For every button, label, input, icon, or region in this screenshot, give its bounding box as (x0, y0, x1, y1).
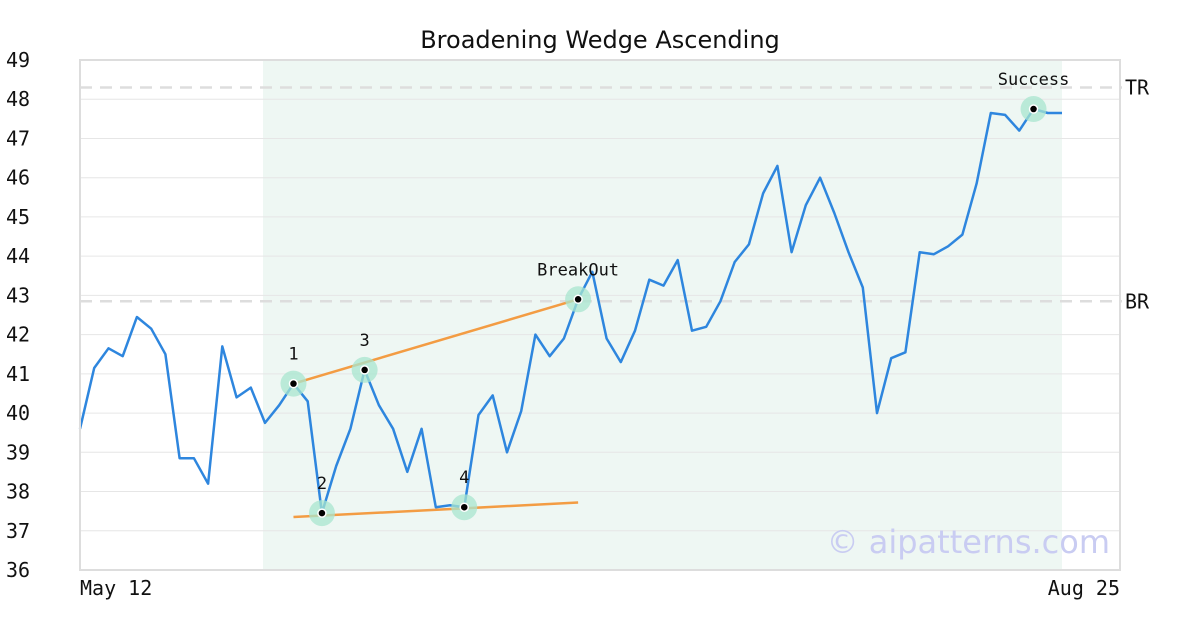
trendlines (293, 298, 579, 519)
trendline (293, 501, 579, 519)
y-axis-ticks: 36 37 38 39 40 41 42 43 44 45 46 47 48 49 (6, 48, 30, 582)
chart-title: Broadening Wedge Ascending (420, 26, 780, 54)
y-tick-label: 47 (6, 126, 30, 150)
pattern-point-dot (359, 365, 370, 375)
y-tick-label: 41 (6, 362, 30, 386)
plot-frame (79, 59, 1121, 571)
pattern-point: Success (998, 70, 1070, 123)
level-lines: TR BR (80, 75, 1150, 313)
pattern-point-dot (1028, 104, 1039, 114)
pattern-point: BreakOut (537, 260, 619, 313)
watermark: © aipatterns.com (827, 523, 1110, 561)
x-tick-label: Aug 25 (1048, 576, 1120, 600)
pattern-point-dot (317, 508, 327, 518)
pattern-region (263, 60, 1062, 570)
x-tick-label: May 12 (80, 576, 152, 600)
pattern-point: 3 (351, 331, 378, 383)
level-label: TR (1125, 75, 1150, 99)
x-axis-ticks: May 12 Aug 25 (80, 576, 1120, 600)
pattern-point: 4 (451, 468, 478, 521)
pattern-point-dot (288, 378, 299, 389)
pattern-point-dot (459, 502, 470, 512)
pattern-point-label: 3 (360, 331, 370, 351)
trendline (293, 298, 579, 385)
y-tick-label: 39 (6, 440, 30, 464)
pattern-point-label: Success (998, 70, 1070, 90)
y-tick-label: 45 (6, 205, 30, 229)
y-tick-label: 37 (6, 519, 30, 543)
pattern-point-label: BreakOut (537, 260, 619, 280)
y-tick-label: 40 (6, 401, 30, 425)
y-tick-label: 46 (6, 166, 30, 190)
level-label: BR (1125, 289, 1150, 313)
y-tick-label: 48 (6, 87, 30, 111)
pattern-point: 1 (280, 345, 307, 397)
pattern-point-dot (573, 294, 583, 305)
y-tick-label: 42 (6, 323, 30, 347)
pattern-point-label: 4 (459, 468, 469, 488)
y-tick-label: 44 (6, 244, 30, 268)
y-tick-label: 38 (6, 480, 30, 504)
y-tick-label: 43 (6, 283, 30, 307)
pattern-point: 2 (308, 474, 335, 527)
pattern-point-label: 2 (317, 474, 327, 494)
pattern-point-label: 1 (288, 345, 298, 365)
price-series-line (78, 107, 1062, 515)
y-tick-label: 36 (6, 558, 30, 582)
pattern-points: 1 2 3 4 BreakOut Success (280, 70, 1070, 527)
y-tick-label: 49 (6, 48, 30, 72)
